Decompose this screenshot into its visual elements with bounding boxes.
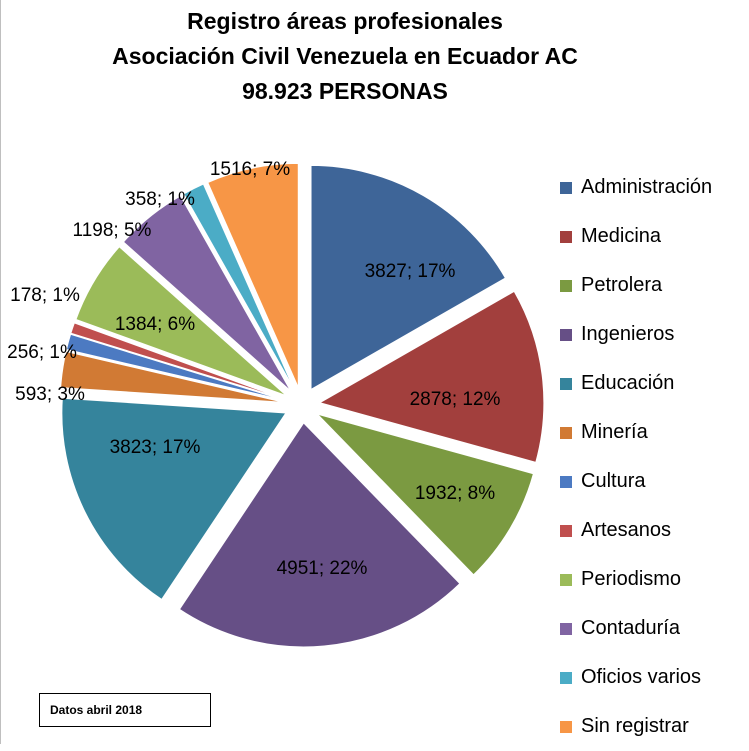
legend-label: Contaduría (581, 617, 680, 639)
data-label-2: 1932; 8% (415, 483, 495, 504)
legend-label: Sin registrar (581, 715, 689, 737)
legend-label: Administración (581, 176, 713, 198)
legend-item: Sin registrar (560, 702, 749, 751)
data-label-4: 3823; 17% (110, 437, 201, 458)
data-label-11: 1516; 7% (210, 159, 290, 180)
chart-legend: Administración Medicina Petrolera Ingeniero… (560, 163, 749, 751)
legend-item: Contaduría (560, 604, 749, 653)
data-label-3: 4951; 22% (277, 558, 368, 579)
pie-slice-educacion (61, 397, 287, 601)
legend-swatch (560, 573, 572, 586)
legend-item: Cultura (560, 457, 749, 506)
legend-item: Ingenieros (560, 310, 749, 359)
data-label-0: 3827; 17% (365, 261, 456, 282)
pie-slice-medicina (318, 290, 545, 463)
legend-item: Artesanos (560, 506, 749, 555)
legend-label: Educación (581, 372, 675, 394)
legend-swatch (560, 377, 572, 390)
legend-swatch (560, 622, 572, 635)
chart-title: Registro áreas profesionales Asociación … (0, 4, 690, 109)
legend-label: Periodismo (581, 568, 682, 590)
legend-item: Oficios varios (560, 653, 749, 702)
pie-slice-petrolera (315, 413, 535, 576)
legend-item: Periodismo (560, 555, 749, 604)
data-date-note: Datos abril 2018 (39, 693, 211, 727)
legend-swatch (560, 426, 572, 439)
legend-label: Cultura (581, 470, 646, 492)
legend-label: Minería (581, 421, 648, 443)
legend-item: Administración (560, 163, 749, 212)
page-left-border (0, 0, 1, 744)
legend-item: Medicina (560, 212, 749, 261)
pie-slice-administracion (310, 164, 507, 391)
chart-title-line-1: Registro áreas profesionales (187, 8, 503, 34)
pie-slice-mineria (60, 350, 285, 403)
data-label-1: 2878; 12% (410, 389, 501, 410)
data-label-7: 178; 1% (10, 285, 80, 306)
chart-title-line-2: Asociación Civil Venezuela en Ecuador AC (112, 43, 578, 69)
legend-swatch (560, 279, 572, 292)
pie-slice-periodismo (75, 246, 287, 397)
data-label-9: 1198; 5% (73, 220, 152, 241)
data-label-10: 358; 1% (125, 189, 195, 210)
legend-swatch (560, 328, 572, 341)
data-label-5: 593; 3% (15, 384, 85, 405)
pie-slice-artesanos (70, 322, 286, 400)
pie-slice-cultura (65, 333, 285, 401)
legend-label: Artesanos (581, 519, 672, 541)
legend-label: Oficios varios (581, 666, 702, 688)
legend-swatch (560, 524, 572, 537)
legend-label: Ingenieros (581, 323, 675, 345)
data-label-8: 1384; 6% (115, 314, 195, 335)
legend-item: Petrolera (560, 261, 749, 310)
legend-swatch (560, 475, 572, 488)
pie-slice-oficios-varios (183, 183, 295, 390)
legend-label: Petrolera (581, 274, 663, 296)
pie-slice-sin-registrar (207, 162, 299, 388)
pie-slice-contaduria (122, 195, 292, 392)
legend-item: Educación (560, 359, 749, 408)
pie-slice-ingenieros (178, 422, 461, 648)
legend-label: Medicina (581, 225, 662, 247)
legend-item: Minería (560, 408, 749, 457)
legend-swatch (560, 181, 572, 194)
legend-swatch (560, 671, 572, 684)
data-label-6: 256; 1% (7, 342, 77, 363)
legend-swatch (560, 720, 572, 733)
legend-swatch (560, 230, 572, 243)
chart-title-line-3: 98.923 PERSONAS (242, 78, 448, 104)
